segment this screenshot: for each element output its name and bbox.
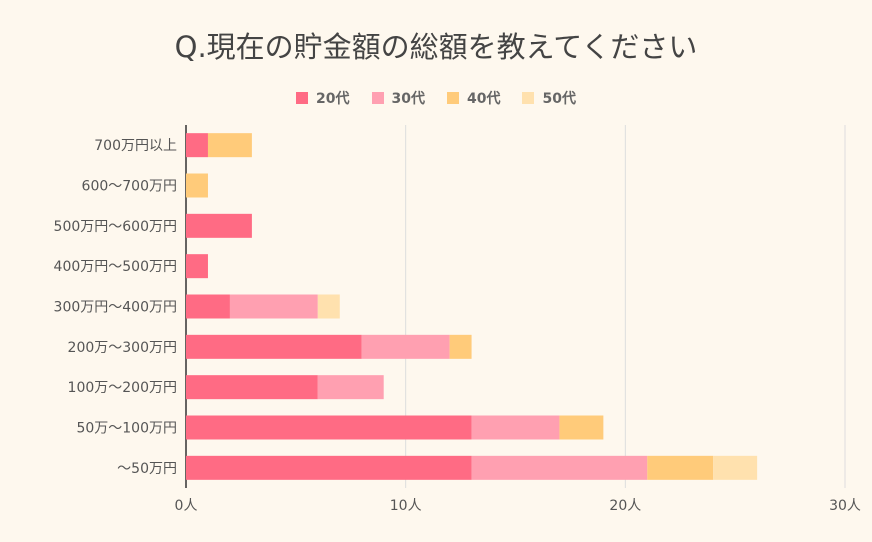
bar-segment xyxy=(186,455,472,480)
bar-segment xyxy=(559,415,604,440)
legend-swatch xyxy=(447,92,459,104)
bar-segment xyxy=(186,133,208,158)
bar-segment xyxy=(186,415,472,440)
y-tick-label: 50万～100万円 xyxy=(76,421,177,437)
legend-label: 40代 xyxy=(467,91,501,107)
legend-swatch xyxy=(296,92,309,104)
y-tick-label: 500万円～600万円 xyxy=(54,219,177,235)
bar-segment xyxy=(229,294,318,319)
legend-swatch xyxy=(371,92,384,104)
legend-item[interactable]: 40代 xyxy=(447,88,500,108)
legend-swatch xyxy=(522,92,535,104)
bar-segment xyxy=(647,455,714,480)
legend-label: 50代 xyxy=(542,91,576,107)
x-tick-label: 0人 xyxy=(175,498,198,514)
y-tick-label: 100万～200万円 xyxy=(68,380,177,396)
bar-segment xyxy=(186,294,230,319)
bar-segment xyxy=(317,294,340,319)
legend-item[interactable]: 50代 xyxy=(522,88,576,108)
bar-segment xyxy=(186,173,208,198)
bar-segment xyxy=(449,334,472,359)
y-tick-label: 400万円～500万円 xyxy=(54,259,177,275)
x-tick-label: 10人 xyxy=(390,498,422,514)
legend-label: 20代 xyxy=(316,91,350,107)
bar-segment xyxy=(317,375,384,400)
bar-segment xyxy=(471,415,560,440)
y-tick-label: 200万～300万円 xyxy=(68,340,177,356)
y-tick-label: 700万円以上 xyxy=(94,138,177,154)
bar-segment xyxy=(207,133,252,158)
bar-segment xyxy=(186,375,318,400)
bar-segment xyxy=(186,334,362,359)
bar-segment xyxy=(186,254,208,279)
y-tick-label: 600～700万円 xyxy=(82,179,177,195)
legend: 20代 30代 40代 50代 xyxy=(0,88,872,108)
bar-segment xyxy=(186,213,252,238)
legend-item[interactable]: 20代 xyxy=(296,88,350,108)
y-tick-label: 300万円～400万円 xyxy=(54,300,177,316)
y-tick-label: ～50万円 xyxy=(117,461,177,477)
x-tick-label: 30人 xyxy=(829,498,861,514)
legend-label: 30代 xyxy=(391,91,425,107)
legend-item[interactable]: 30代 xyxy=(371,88,425,108)
x-tick-label: 20人 xyxy=(609,498,641,514)
chart-title: Q.現在の貯金額の総額を教えてください xyxy=(174,30,698,64)
bar-segment xyxy=(361,334,450,359)
bar-segment xyxy=(471,455,648,480)
bar-segment xyxy=(713,455,758,480)
